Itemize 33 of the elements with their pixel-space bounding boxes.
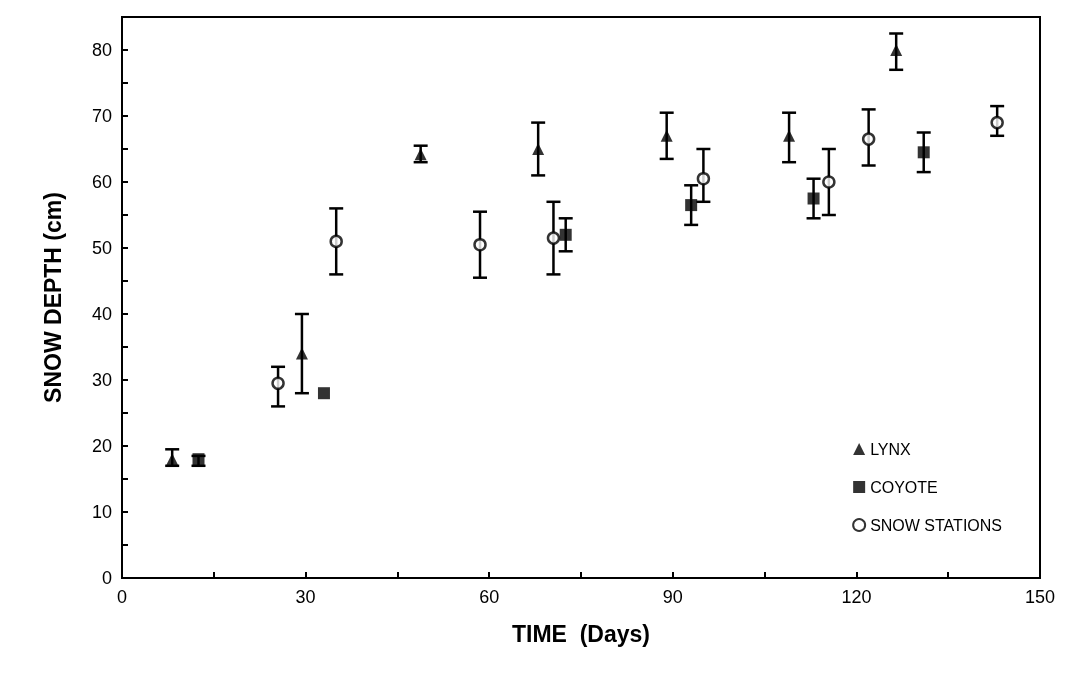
y-tick-label: 0 xyxy=(101,568,112,588)
y-tick-label: 50 xyxy=(91,238,112,258)
point xyxy=(329,234,343,249)
legend-label: SNOW STATIONS xyxy=(870,516,1003,534)
point xyxy=(822,175,836,189)
y-tick-label: 70 xyxy=(91,106,112,126)
x-tick-label: 0 xyxy=(116,587,128,607)
y-tick-label: 20 xyxy=(91,436,112,456)
point xyxy=(271,376,285,391)
point xyxy=(685,199,698,212)
y-axis-title: SNOW DEPTH (cm) xyxy=(39,192,66,403)
point xyxy=(990,115,1004,130)
y-tick-label: 10 xyxy=(91,502,112,522)
point xyxy=(917,146,930,159)
x-tick-label: 30 xyxy=(295,587,316,607)
legend-label: COYOTE xyxy=(870,478,938,496)
point xyxy=(696,171,711,186)
x-axis-title: TIME (Days) xyxy=(511,620,651,647)
point xyxy=(317,387,330,400)
point xyxy=(473,237,487,252)
point xyxy=(807,192,820,205)
x-tick-label: 120 xyxy=(841,587,872,607)
y-tick-label: 40 xyxy=(91,304,112,324)
x-tick-label: 60 xyxy=(479,587,500,607)
y-tick-label: 60 xyxy=(91,172,112,192)
y-tick-label: 30 xyxy=(91,370,112,390)
x-tick-label: 150 xyxy=(1024,587,1056,607)
x-tick-label: 90 xyxy=(662,587,683,607)
y-tick-label: 80 xyxy=(91,40,112,60)
point xyxy=(861,132,876,146)
legend-label: LYNX xyxy=(870,440,912,458)
point xyxy=(546,231,561,245)
point xyxy=(559,228,572,241)
